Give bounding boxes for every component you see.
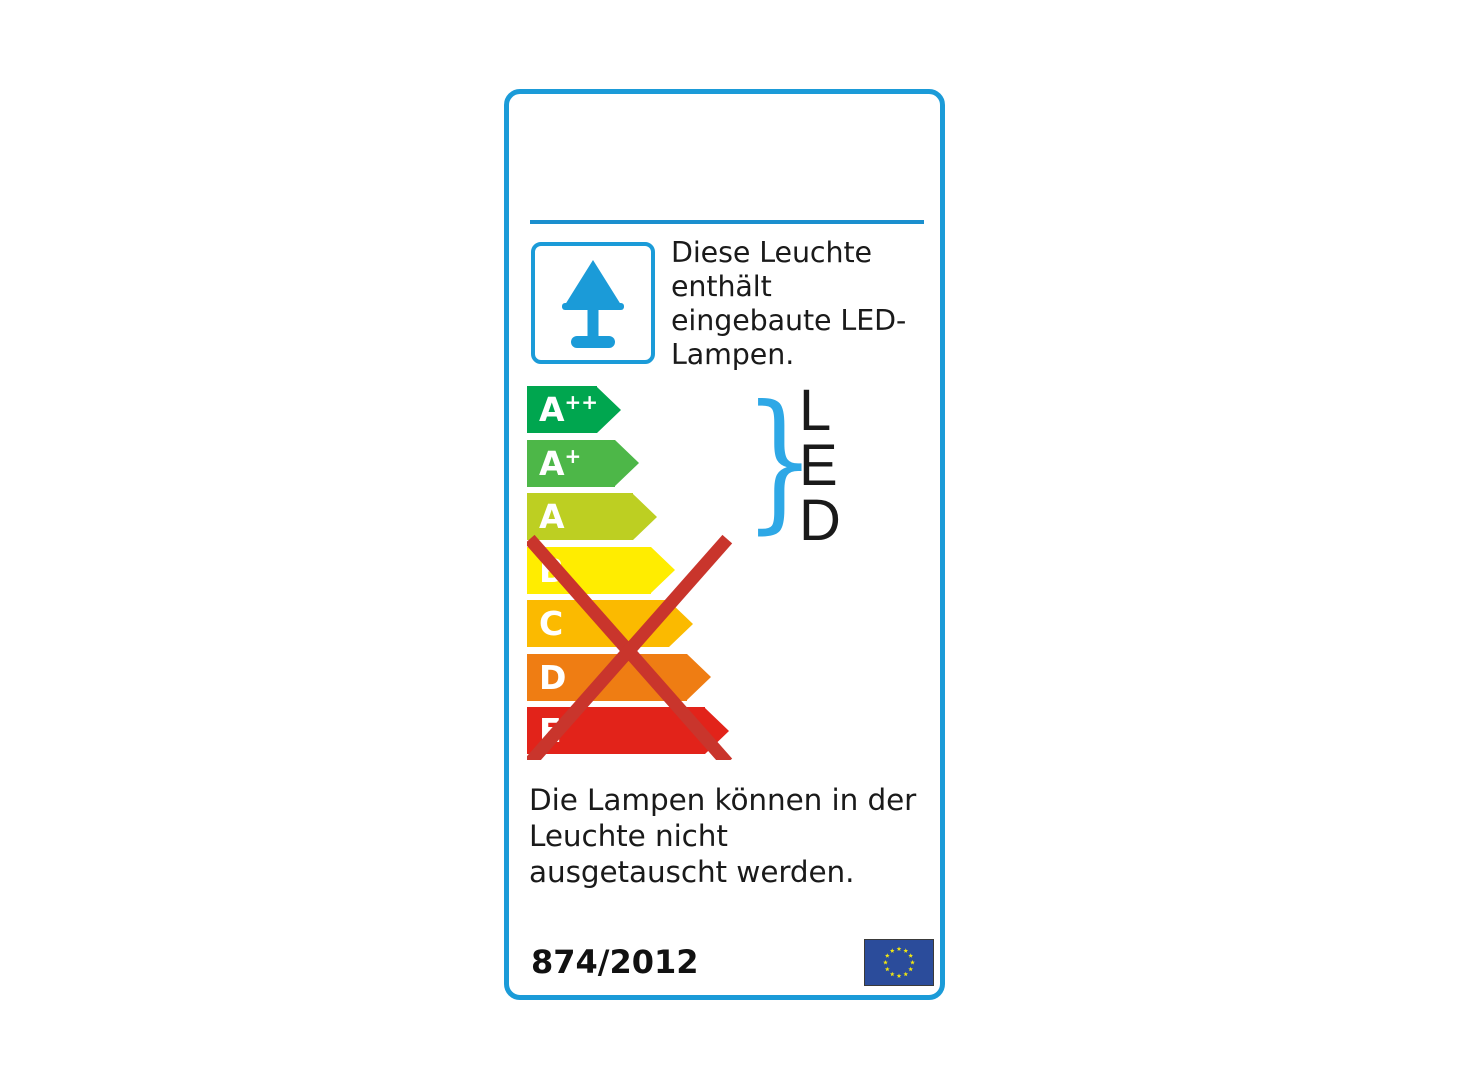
energy-class-arrow: E — [527, 707, 729, 754]
arrow-body: C — [527, 600, 669, 647]
arrow-tip — [615, 440, 639, 486]
arrow-body: B — [527, 546, 651, 594]
arrow-body: E — [527, 707, 705, 754]
arrow-body: A++ — [527, 386, 599, 433]
lamp-notice-text: Diese Leuchte enthält eingebaute LED-Lam… — [671, 236, 907, 371]
energy-class-arrow: A++ — [527, 386, 621, 433]
energy-class-row-d: D — [527, 653, 742, 701]
energy-class-arrow: A+ — [527, 439, 639, 487]
energy-class-scale: A++ A+ A — [527, 386, 742, 760]
energy-class-label: E — [539, 711, 562, 750]
energy-class-label: D — [539, 657, 567, 697]
arrow-body: D — [527, 653, 687, 701]
energy-class-label: B — [539, 550, 565, 590]
supplier-model-header-area — [509, 94, 940, 219]
curly-brace-icon: } — [744, 374, 816, 548]
header-divider-line — [530, 220, 924, 224]
arrow-tip — [705, 707, 729, 754]
energy-class-arrow: B — [527, 546, 675, 594]
led-brace-marker: } L E D — [744, 381, 864, 551]
energy-class-row-e: E — [527, 707, 742, 754]
energy-class-label: C — [539, 604, 564, 643]
energy-class-label: A++ — [539, 390, 599, 429]
energy-class-arrow: C — [527, 600, 693, 647]
energy-class-row-a: A — [527, 493, 742, 540]
energy-class-arrow: A — [527, 493, 657, 540]
energy-class-row-c: C — [527, 600, 742, 647]
led-letter-d: D — [799, 488, 841, 553]
energy-class-label: A+ — [539, 443, 582, 483]
arrow-tip — [687, 654, 711, 700]
energy-class-label: A — [539, 497, 565, 536]
arrow-tip — [633, 493, 657, 540]
led-letters: L E D — [799, 378, 841, 553]
energy-label-card: Diese Leuchte enthält eingebaute LED-Lam… — [504, 89, 945, 1000]
arrow-body: A — [527, 493, 633, 540]
eu-flag-icon — [864, 939, 934, 986]
non-replaceable-lamps-notice: Die Lampen können in der Leuchte nicht a… — [529, 783, 917, 889]
regulation-number: 874/2012 — [531, 943, 699, 981]
led-letter-l: L — [799, 378, 832, 443]
energy-class-arrow: D — [527, 653, 711, 701]
energy-class-row-a-plus-plus: A++ — [527, 386, 742, 433]
led-letter-e: E — [799, 433, 838, 498]
energy-class-row-b: B — [527, 546, 742, 594]
table-lamp-icon — [531, 242, 655, 364]
arrow-tip — [597, 386, 621, 433]
energy-class-row-a-plus: A+ — [527, 439, 742, 487]
arrow-tip — [669, 600, 693, 647]
arrow-body: A+ — [527, 439, 615, 487]
arrow-tip — [651, 547, 675, 593]
